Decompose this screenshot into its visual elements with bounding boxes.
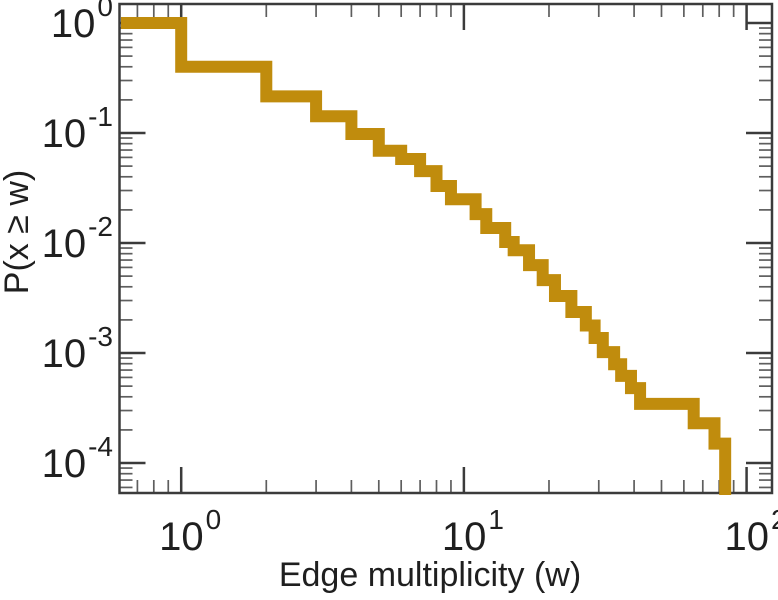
x-tick-label: 100 xyxy=(159,504,221,559)
major-ticks xyxy=(119,4,772,493)
y-tick-label: 10-2 xyxy=(42,211,113,266)
y-tick-label: 10-3 xyxy=(42,321,113,376)
minor-ticks xyxy=(119,4,772,493)
ccdf-step-curve xyxy=(121,16,732,495)
x-tick-label: 101 xyxy=(442,504,504,559)
y-tick-label: 10-1 xyxy=(42,101,113,156)
y-tick-label: 100 xyxy=(51,0,113,46)
tick-labels: 100 101 102 100 10-1 10-2 10-3 10-4 xyxy=(42,0,778,559)
x-tick-label: 102 xyxy=(725,504,778,559)
x-axis-label: Edge multiplicity (w) xyxy=(279,556,581,594)
y-tick-label: 10-4 xyxy=(42,431,113,486)
y-axis-label: P(x ≥ w) xyxy=(0,170,36,294)
plot-border xyxy=(118,2,774,495)
